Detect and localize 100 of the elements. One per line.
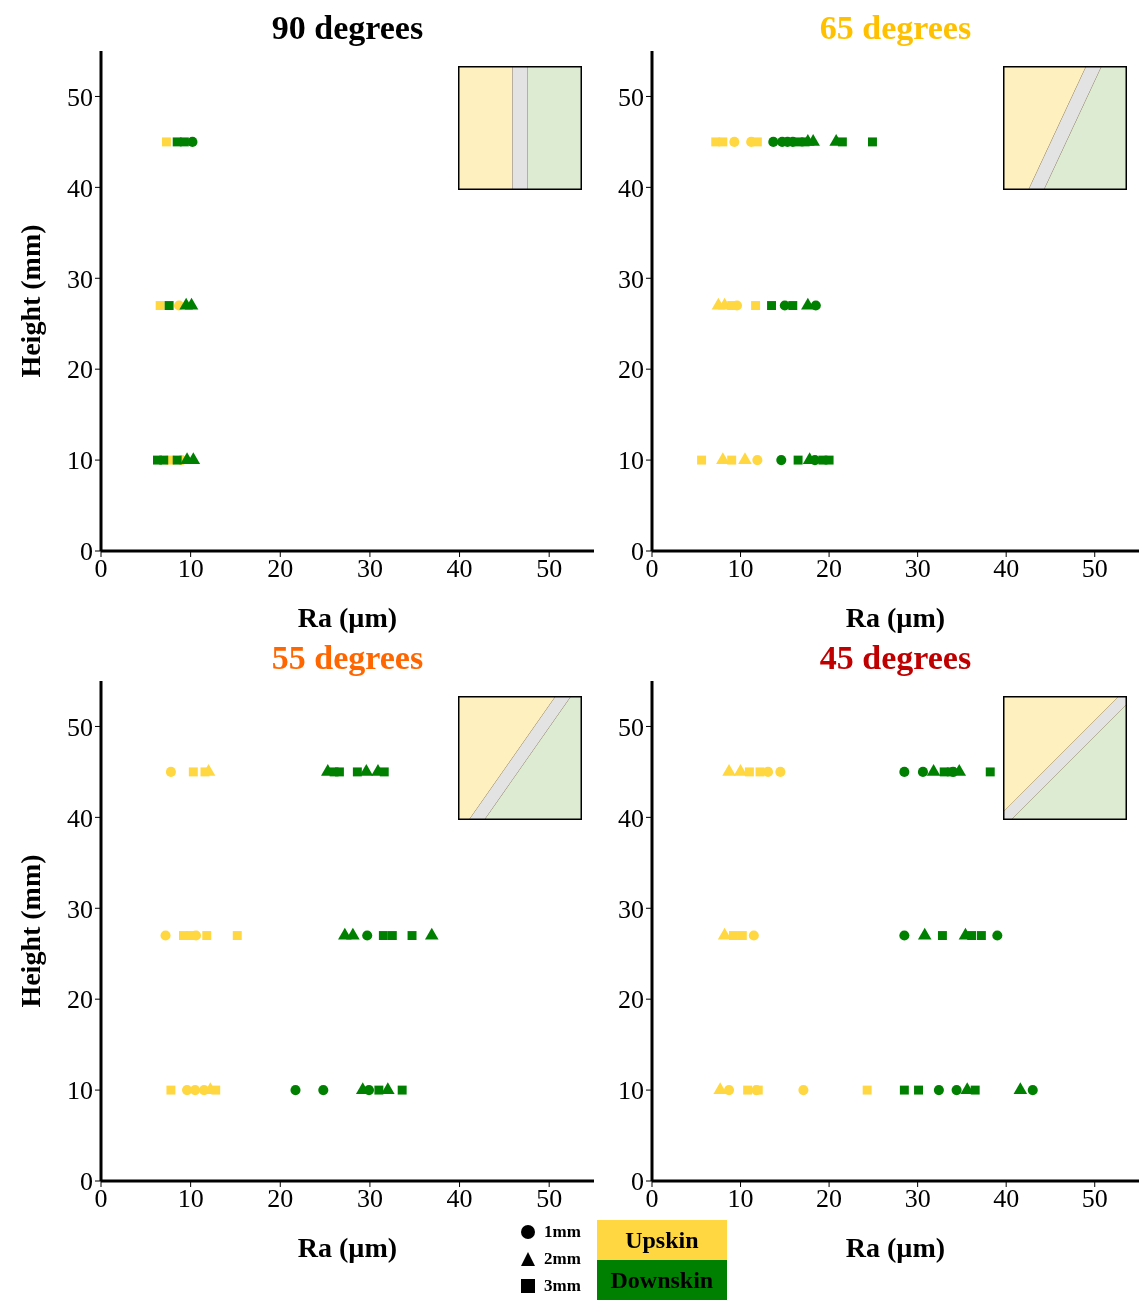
y-tick-label: 40 [618, 803, 644, 833]
point [723, 1085, 735, 1096]
chart-title: 45 degrees [818, 638, 973, 678]
point [976, 931, 986, 941]
point [318, 1085, 329, 1096]
y-tick-label: 20 [67, 355, 93, 385]
point [172, 455, 182, 465]
point [768, 136, 779, 147]
point [914, 1085, 923, 1095]
x-tick-label: 50 [1081, 1184, 1108, 1214]
point [184, 297, 199, 310]
y-axis-title: Height (mm) [14, 854, 46, 1008]
point [211, 1085, 221, 1095]
point [334, 767, 344, 777]
point [397, 1085, 407, 1095]
point [800, 137, 810, 147]
point [868, 137, 877, 147]
text: 3mm [544, 1276, 581, 1296]
x-tick-label: 30 [356, 554, 383, 584]
point [737, 931, 747, 941]
point [387, 931, 397, 941]
point [917, 766, 928, 777]
x-tick-label: 30 [904, 1184, 931, 1214]
x-tick-label: 50 [1081, 554, 1108, 584]
point [424, 927, 439, 940]
x-tick-label: 50 [536, 1184, 563, 1214]
point [837, 137, 847, 147]
x-tick-label: 40 [993, 554, 1020, 584]
y-tick-label: 10 [618, 1076, 644, 1106]
y-tick-label: 20 [618, 985, 644, 1015]
point [899, 930, 910, 941]
point [899, 1085, 909, 1095]
point [165, 766, 176, 777]
x-axis-title: Ra (µm) [845, 1232, 946, 1263]
point [352, 767, 362, 777]
point [716, 452, 730, 465]
point [166, 1085, 176, 1095]
y-tick-label: 50 [618, 712, 644, 742]
point [801, 297, 815, 310]
point [752, 137, 762, 147]
y-tick-label: 10 [67, 446, 93, 476]
x-tick-label: 10 [727, 554, 754, 584]
point [899, 766, 910, 777]
point [751, 301, 761, 311]
point [967, 931, 977, 941]
point [200, 767, 210, 777]
x-tick-label: 30 [356, 1184, 383, 1214]
point [381, 1082, 395, 1095]
point [743, 1085, 753, 1095]
point [933, 1085, 944, 1096]
point [718, 137, 728, 147]
x-tick-label: 10 [177, 554, 204, 584]
y-tick-label: 20 [618, 355, 644, 385]
point [788, 301, 798, 311]
point [346, 927, 360, 940]
x-axis-title: Ra (µm) [845, 602, 946, 633]
chart-title: 90 degrees [270, 8, 425, 48]
y-axis-title: Height (mm) [14, 224, 46, 378]
point [793, 455, 803, 465]
y-tick-label: 20 [67, 985, 93, 1015]
text: Upskin [596, 1220, 727, 1260]
point [752, 455, 763, 466]
text: Downskin [596, 1260, 727, 1300]
point [798, 1085, 809, 1096]
point [727, 455, 737, 465]
point [407, 931, 417, 941]
x-tick-label: 10 [177, 1184, 204, 1214]
point [951, 1085, 962, 1096]
point [775, 766, 786, 777]
point [159, 455, 169, 465]
point [722, 764, 736, 776]
point [970, 1085, 980, 1095]
y-tick-label: 30 [618, 264, 644, 294]
point [160, 930, 171, 941]
x-tick-label: 10 [727, 1184, 754, 1214]
y-tick-label: 30 [618, 894, 644, 924]
point [179, 137, 189, 147]
point [744, 767, 754, 777]
point [1027, 1085, 1038, 1096]
y-tick-label: 40 [618, 173, 644, 203]
x-tick-label: 20 [267, 1184, 294, 1214]
y-tick-label: 50 [67, 82, 93, 112]
point [917, 927, 932, 940]
point [824, 455, 834, 465]
point [713, 1082, 727, 1095]
point [378, 931, 388, 941]
point [362, 930, 373, 941]
x-tick-label: 40 [993, 1184, 1020, 1214]
point [992, 930, 1003, 941]
point [164, 301, 174, 311]
x-tick-label: 20 [816, 1184, 843, 1214]
x-tick-label: 20 [816, 554, 843, 584]
x-tick-label: 30 [904, 554, 931, 584]
chart-title: 65 degrees [818, 8, 973, 48]
point [729, 136, 740, 147]
point [755, 767, 765, 777]
point [155, 301, 165, 311]
x-tick-label: 40 [446, 1184, 473, 1214]
x-tick-label: 50 [536, 554, 563, 584]
point [374, 1085, 384, 1095]
